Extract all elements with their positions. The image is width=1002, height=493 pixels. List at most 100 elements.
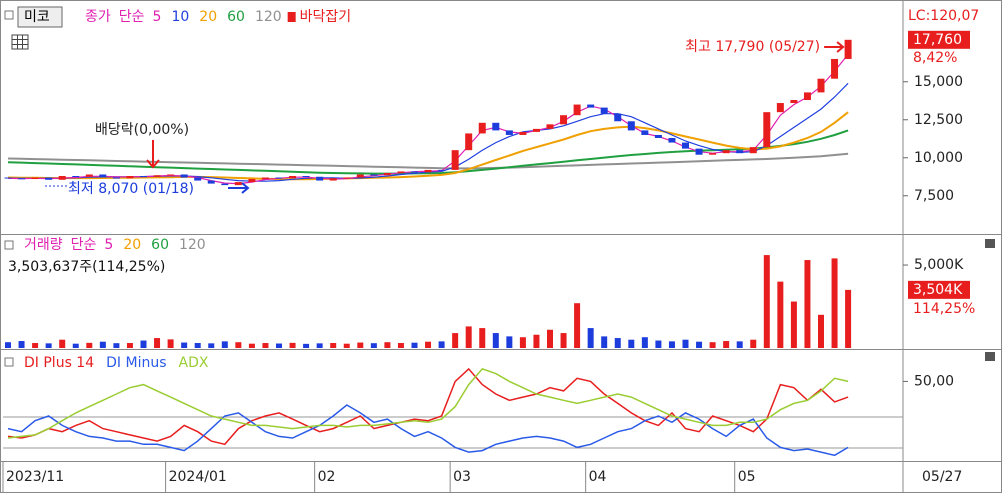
candle: [438, 169, 446, 171]
candle: [451, 150, 459, 170]
candle: [695, 148, 703, 155]
candle: [343, 177, 351, 179]
marks: [2, 39, 908, 493]
candle: [167, 174, 175, 176]
volume-bar: [723, 341, 730, 348]
volume-bar: [370, 343, 377, 348]
volume-bar: [641, 337, 648, 348]
y-tick-label: 10,000: [914, 150, 963, 166]
volume-bar: [452, 333, 459, 348]
ma-type: 단순: [71, 237, 97, 253]
candle: [289, 176, 297, 179]
volume-bar: [750, 339, 757, 348]
volume-bar: [357, 342, 364, 348]
checkbox[interactable]: [4, 240, 14, 250]
candle: [790, 100, 798, 104]
candle: [126, 176, 134, 179]
dividend-arrow: [146, 140, 160, 169]
volume-bar: [465, 326, 472, 348]
candle: [112, 177, 120, 179]
candle: [275, 177, 283, 179]
stock-name: 미코: [24, 9, 50, 25]
volume-bar: [709, 342, 716, 348]
volume-bar: [479, 328, 486, 348]
volume-bar: [276, 343, 282, 348]
legend-item: 120: [255, 9, 282, 25]
candle: [560, 115, 568, 125]
candle: [546, 124, 554, 129]
candle: [749, 147, 757, 154]
last-volume-box: [908, 280, 970, 299]
checkbox[interactable]: [4, 10, 14, 20]
candle: [709, 153, 717, 155]
candle: [682, 142, 689, 149]
candle: [383, 172, 391, 176]
candle: [776, 103, 784, 113]
legend-item: 60: [151, 237, 169, 253]
y-tick-label: 15,000: [914, 74, 963, 90]
y-tick-label: 50,00: [914, 373, 954, 389]
volume-bar: [506, 336, 513, 348]
candle: [140, 176, 147, 177]
volume-bar: [614, 338, 621, 348]
volume-bar: [248, 343, 255, 348]
volume-bar: [777, 281, 784, 348]
y-tick-label: 7,500: [914, 188, 954, 204]
candle: [397, 171, 405, 173]
candle: [424, 169, 432, 173]
volume-bar: [547, 329, 553, 348]
legend-item: DI Plus 14: [24, 355, 94, 371]
volume-bar: [330, 343, 337, 348]
indicator-line: [7, 367, 849, 446]
volume-bar: [343, 343, 350, 348]
candle: [248, 179, 256, 183]
candle: [722, 150, 730, 154]
legend-item: 5: [104, 237, 113, 253]
indicator-name: 바닥잡기: [300, 9, 352, 25]
candle: [492, 122, 500, 131]
volume-bar: [818, 314, 824, 348]
grid-icon[interactable]: [11, 34, 29, 50]
candle: [532, 128, 540, 132]
volume-bar: [72, 343, 79, 348]
close-button[interactable]: [985, 352, 995, 361]
checkbox[interactable]: [4, 357, 14, 367]
candle: [72, 176, 80, 177]
candle: [18, 178, 26, 180]
candle: [763, 112, 771, 148]
volume-bar: [45, 343, 52, 348]
volume-bar: [655, 340, 662, 348]
candle: [370, 174, 378, 176]
price-type: 종가: [85, 9, 111, 25]
candle: [641, 130, 649, 135]
candle: [600, 107, 608, 114]
last-price-box: [908, 30, 970, 49]
candle: [316, 176, 324, 181]
legend-item: 120: [179, 237, 206, 253]
candle: [194, 177, 202, 181]
close-button[interactable]: [985, 239, 995, 248]
volume-bar: [86, 342, 93, 348]
dividend-note: 배당락(0,00%): [95, 122, 189, 138]
stock-button[interactable]: [17, 6, 63, 28]
volume-bar: [303, 343, 310, 348]
volume-bar: [167, 339, 174, 348]
volume-bar: [154, 338, 161, 348]
y-tick-label: 5,000K: [914, 257, 964, 273]
candle: [31, 177, 39, 180]
volume-bar: [397, 343, 404, 348]
candle: [207, 180, 215, 184]
high-note: 최고 17,790 (05/27): [685, 39, 820, 55]
legend-item: 20: [199, 9, 217, 25]
volume-bar: [59, 339, 66, 348]
candle: [234, 182, 242, 186]
candle: [505, 130, 513, 135]
moving-average: [7, 129, 849, 175]
volume-bar: [194, 343, 201, 348]
y-tick-label: 12,500: [914, 112, 963, 128]
volume-bar: [18, 341, 25, 348]
volume-bar: [668, 341, 675, 348]
candle: [654, 134, 662, 138]
volume-bar: [384, 342, 391, 348]
volume-bar: [32, 343, 39, 348]
